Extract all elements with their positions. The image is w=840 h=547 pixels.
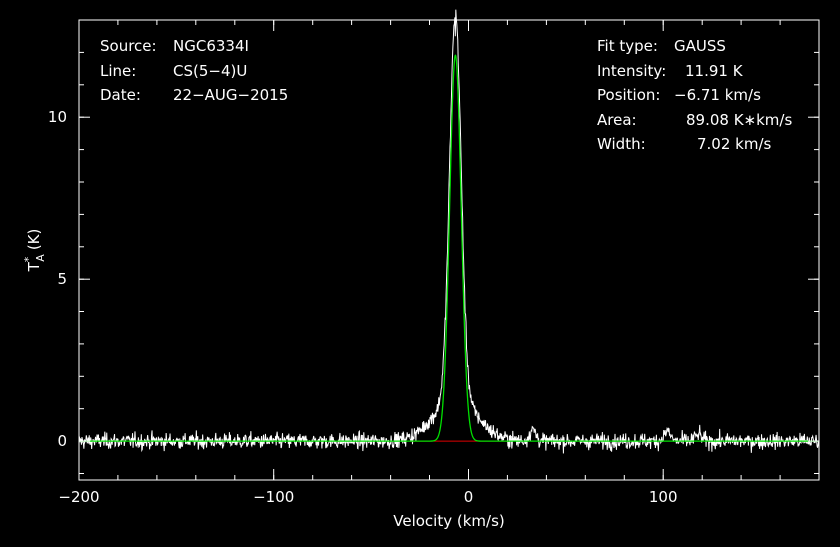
spectrum-layer <box>78 9 820 454</box>
tick-layer: −200 −100 0 100 0 5 10 <box>48 20 820 506</box>
intensity-key: Intensity: <box>597 62 666 80</box>
y-label-sup: * <box>22 256 35 262</box>
y-tick-label: 0 <box>57 432 67 450</box>
gaussian-fit-line <box>79 54 819 442</box>
area-value: 89.08 K∗km/s <box>686 111 792 129</box>
x-tick-label: −100 <box>253 488 294 506</box>
y-tick-label: 10 <box>48 108 67 126</box>
spectrum-line <box>78 9 820 454</box>
position-value: −6.71 km/s <box>674 86 761 104</box>
width-key: Width: <box>597 135 646 153</box>
x-axis-label: Velocity (km/s) <box>393 512 504 530</box>
plot-frame <box>78 19 820 481</box>
line-value: CS(5−4)U <box>173 62 247 80</box>
intensity-value: 11.91 K <box>685 62 744 80</box>
position-key: Position: <box>597 86 660 104</box>
y-axis-label: T*A (K) <box>22 229 47 273</box>
source-key: Source: <box>100 37 157 55</box>
fit-type-key: Fit type: <box>597 37 658 55</box>
y-label-sub: A <box>34 254 47 262</box>
y-tick-label: 5 <box>57 270 67 288</box>
y-label-unit: (K) <box>25 229 43 251</box>
x-tick-label: 0 <box>464 488 474 506</box>
width-value: 7.02 km/s <box>697 135 772 153</box>
svg-text:T*A(K): T*A (K) <box>22 229 47 273</box>
area-key: Area: <box>597 111 637 129</box>
fit-type-value: GAUSS <box>674 37 726 55</box>
x-tick-label: −200 <box>58 488 99 506</box>
x-tick-label: 100 <box>649 488 678 506</box>
line-key: Line: <box>100 62 136 80</box>
date-value: 22−AUG−2015 <box>173 86 288 104</box>
source-value: NGC6334I <box>173 37 249 55</box>
date-key: Date: <box>100 86 141 104</box>
fit-layer <box>79 54 819 442</box>
y-label-main: T <box>25 261 43 272</box>
